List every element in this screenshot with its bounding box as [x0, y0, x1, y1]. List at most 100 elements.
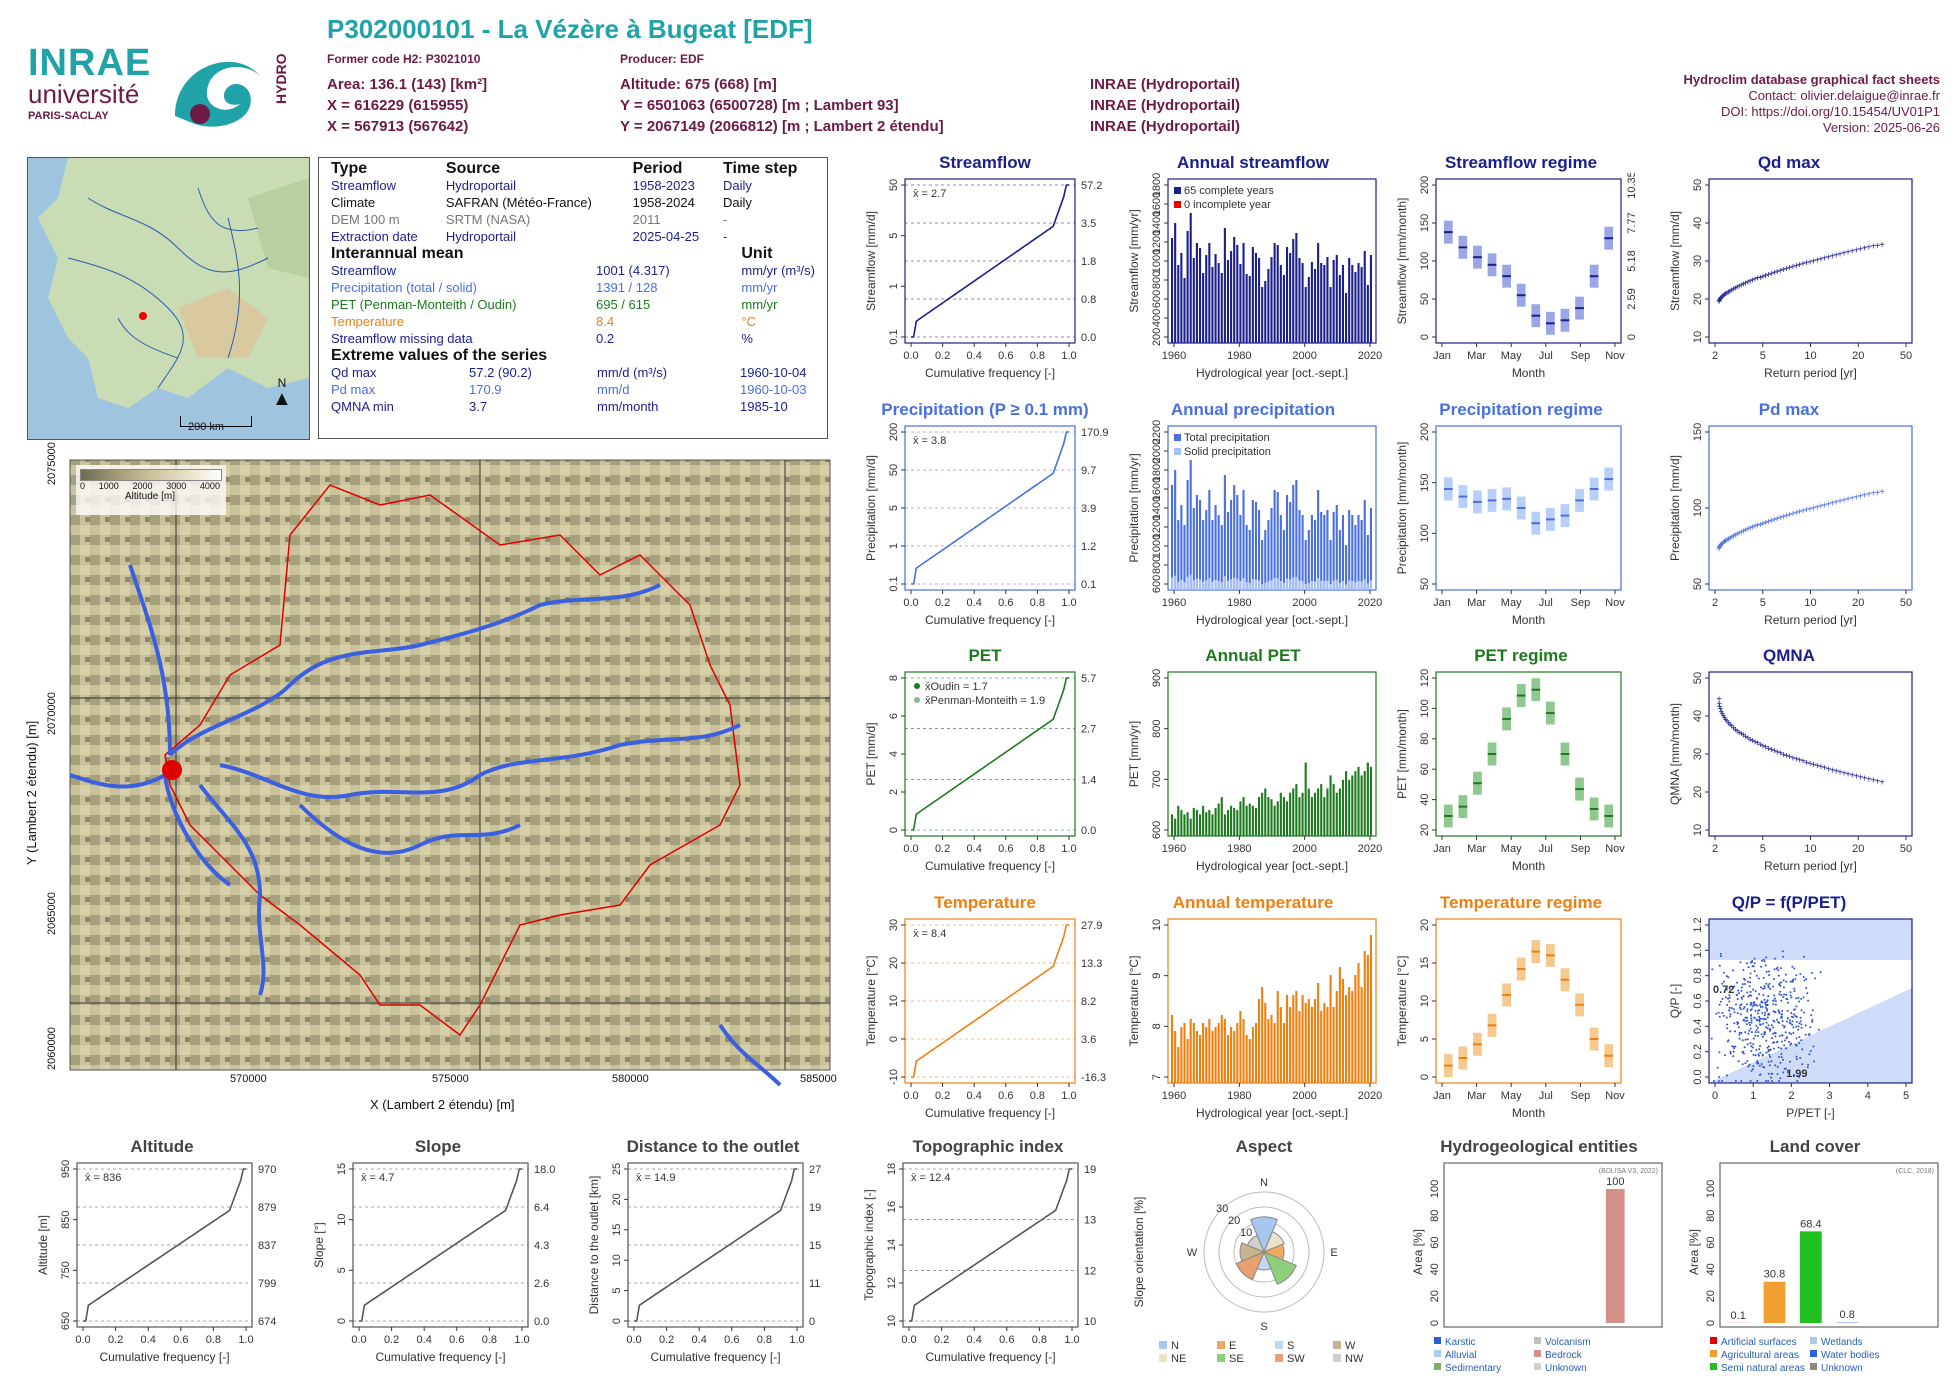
- return-point: +: [1750, 736, 1756, 747]
- source-3: INRAE (Hydroportail): [1090, 118, 1240, 135]
- qp-point: [1738, 992, 1740, 995]
- annual-bar: [1332, 260, 1335, 343]
- producer: Producer: EDF: [620, 52, 705, 66]
- y-tick-label: 5: [888, 505, 900, 511]
- catchment-map: 0 1000 2000 3000 4000 Altitude [m] 570000 57…: [0, 442, 850, 1125]
- x-axis-label: P/PET [-]: [1786, 1106, 1834, 1120]
- mean-label: Streamflow missing data: [331, 331, 473, 346]
- x-tick-label: 5: [1760, 843, 1766, 855]
- qp-point: [1793, 987, 1796, 990]
- y-axis-label: Temperature [°C]: [1127, 956, 1141, 1047]
- return-point: +: [1797, 756, 1803, 767]
- qp-point: [1736, 1012, 1739, 1015]
- annual-bar: [1192, 807, 1195, 836]
- qp-point: [1777, 974, 1780, 977]
- mean-label: x̄ = 8.4: [913, 928, 946, 940]
- qp-point: [1757, 1035, 1759, 1037]
- annual-bar: [1298, 510, 1301, 590]
- solid-bar: [1223, 576, 1226, 590]
- x-tick-label: 10: [1804, 350, 1816, 362]
- qp-point: [1761, 1035, 1764, 1038]
- annual-bar: [1186, 1039, 1189, 1083]
- return-point: +: [1716, 296, 1722, 307]
- plot-frame: [902, 1162, 1079, 1328]
- y-tick-label: 2: [888, 789, 900, 795]
- solid-bar: [1261, 584, 1264, 590]
- x-axis-label: Return period [yr]: [1764, 613, 1857, 627]
- solid-bar: [1177, 581, 1180, 590]
- chart-panel-19: Topographic index Cumulative frequency [-…: [853, 1137, 1123, 1377]
- return-point: +: [1870, 776, 1876, 787]
- annual-bar: [1183, 525, 1186, 590]
- x-tick-label: 0.4: [967, 597, 982, 609]
- qp-point: [1763, 1014, 1766, 1017]
- y-tick-label: 20: [1419, 919, 1431, 931]
- annual-bar: [1329, 287, 1332, 343]
- annual-bar: [1320, 784, 1323, 836]
- qp-point: [1729, 1050, 1732, 1053]
- y-tick-label: 0.1: [888, 329, 900, 344]
- annual-bar: [1292, 239, 1295, 343]
- row-source: SAFRAN (Météo-France): [445, 195, 592, 210]
- qp-point: [1773, 1020, 1776, 1023]
- return-point: +: [1822, 253, 1828, 264]
- qp-point: [1719, 952, 1722, 955]
- chart-title: Precipitation regime: [1439, 400, 1603, 419]
- annual-bar: [1258, 999, 1261, 1083]
- mean-value: 8.4: [596, 314, 615, 329]
- y-tick-label: 0.0: [1692, 1069, 1704, 1084]
- annual-bar: [1282, 797, 1285, 836]
- annual-bar: [1233, 1031, 1236, 1083]
- qp-point: [1774, 1035, 1777, 1038]
- extreme-value: 57.2 (90.2): [469, 365, 532, 380]
- qp-point: [1749, 990, 1752, 993]
- right-tick-label: 15: [809, 1240, 821, 1252]
- right-tick-label: -16.3: [1081, 1072, 1106, 1084]
- row-type: Streamflow: [331, 178, 397, 193]
- x-tick-label: Jan: [1433, 1090, 1451, 1102]
- right-tick-label: 19: [809, 1202, 821, 1214]
- legend-entry: Wetlands: [1821, 1337, 1863, 1348]
- solid-bar: [1323, 581, 1326, 590]
- annual-bar: [1254, 1023, 1258, 1083]
- return-point: +: [1716, 543, 1722, 554]
- annual-bar: [1171, 485, 1174, 590]
- annual-bar: [1338, 967, 1341, 1083]
- return-point: +: [1752, 522, 1758, 533]
- annual-bar: [1177, 805, 1180, 836]
- annual-bar: [1217, 263, 1220, 343]
- solid-bar: [1217, 581, 1220, 590]
- return-point: +: [1718, 293, 1724, 304]
- x-tick-label: Nov: [1605, 843, 1625, 855]
- return-point: +: [1771, 268, 1777, 279]
- return-point: +: [1774, 514, 1780, 525]
- return-point: +: [1822, 500, 1828, 511]
- solid-bar: [1254, 579, 1258, 590]
- x-tick-label: Jan: [1433, 350, 1451, 362]
- qp-point: [1794, 1008, 1796, 1011]
- annual-bar: [1298, 797, 1301, 836]
- map-xlabel: X (Lambert 2 étendu) [m]: [370, 1097, 515, 1112]
- qp-point: [1788, 1021, 1791, 1024]
- solid-bar: [1270, 580, 1273, 590]
- y-axis-label: Slope orientation [%]: [1132, 1197, 1146, 1308]
- qp-point: [1750, 1045, 1753, 1048]
- chart-panel-7: Pd max Return period [yr] Precipitation [m…: [1654, 400, 1924, 640]
- qp-point: [1772, 1032, 1774, 1035]
- qp-point: [1798, 1000, 1801, 1003]
- qp-point: [1742, 1007, 1745, 1010]
- return-point: +: [1862, 244, 1868, 255]
- return-point: +: [1732, 283, 1738, 294]
- qp-point: [1785, 1036, 1788, 1039]
- solid-bar: [1230, 579, 1233, 590]
- x-tick-label: May: [1501, 350, 1522, 362]
- annual-bar: [1282, 275, 1285, 343]
- legend-swatch: [1710, 1350, 1717, 1357]
- aspect-direction: N: [1260, 1177, 1268, 1189]
- annual-bar: [1248, 276, 1251, 343]
- return-point: +: [1750, 276, 1756, 287]
- qp-point: [1776, 1040, 1779, 1043]
- qp-point: [1742, 969, 1745, 971]
- row-source: Hydroportail: [445, 229, 516, 244]
